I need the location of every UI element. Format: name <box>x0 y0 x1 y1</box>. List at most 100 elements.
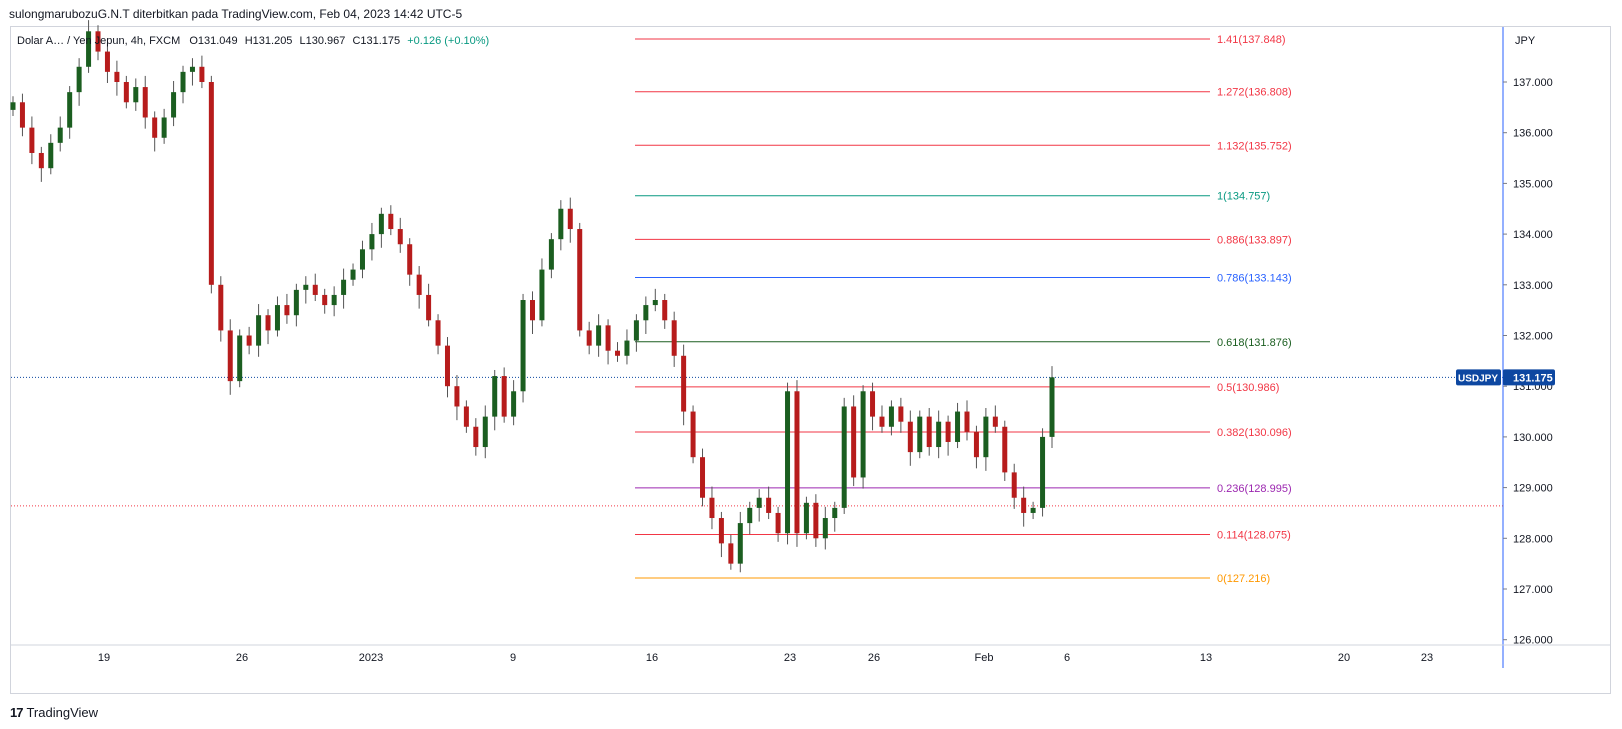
tradingview-logo-icon: 17 <box>10 705 24 720</box>
candle-body <box>624 340 630 356</box>
candle-body <box>586 330 592 346</box>
candle-body <box>350 269 356 280</box>
candle-body <box>803 502 809 534</box>
candle-body <box>256 315 262 346</box>
fib-level-label: 0(127.216) <box>1217 573 1270 585</box>
time-tick-label: 2023 <box>359 652 383 664</box>
candle-body <box>1011 472 1017 498</box>
candle-body <box>171 92 177 118</box>
candle-body <box>1021 497 1027 513</box>
candle-body <box>161 117 167 138</box>
candle-body <box>57 127 63 143</box>
candle-body <box>76 66 82 93</box>
last-price-tag <box>1503 369 1555 386</box>
fib-level-label: 0.5(130.986) <box>1217 382 1279 394</box>
fibonacci-levels: 1.41(137.848) 1.272(136.808) 1.132(135.752… <box>11 34 1503 585</box>
candle-body <box>662 300 668 321</box>
candle-body <box>973 431 979 458</box>
candle-body <box>737 523 743 564</box>
price-tick-label: 135.000 <box>1513 178 1553 190</box>
fib-level-label: 1.41(137.848) <box>1217 34 1286 46</box>
candle-body <box>766 497 772 513</box>
candle-body <box>10 102 16 110</box>
time-tick-label: 20 <box>1338 652 1350 664</box>
candle-body <box>189 66 195 72</box>
candle-body <box>274 305 280 331</box>
candle-body <box>388 213 394 230</box>
time-tick-label: 13 <box>1200 652 1212 664</box>
candle-body <box>633 320 639 341</box>
time-tick-label: 26 <box>868 652 880 664</box>
candle-body <box>237 335 243 382</box>
candle-body <box>359 249 365 270</box>
chart-frame[interactable] <box>10 26 1611 694</box>
candle-body <box>822 518 828 539</box>
price-tick-label: 136.000 <box>1513 128 1553 140</box>
candle-body <box>29 127 35 153</box>
candle-body <box>312 284 318 295</box>
candle-body <box>548 239 554 270</box>
price-axis: 137.000 136.000 135.000 134.000 133.000 132.0… <box>11 27 1610 668</box>
fib-level-label: 1.272(136.808) <box>1217 87 1292 99</box>
fib-level-label: 1(134.757) <box>1217 191 1270 203</box>
time-tick-label: 16 <box>646 652 658 664</box>
candle-body <box>690 411 696 458</box>
time-tick-label: 23 <box>784 652 796 664</box>
fib-level-label: 0.382(130.096) <box>1217 427 1292 439</box>
fib-level-label: 0.114(128.075) <box>1217 529 1291 541</box>
candle-body <box>511 391 517 417</box>
candle-body <box>133 87 139 103</box>
candle-body <box>671 320 677 356</box>
candles <box>10 20 1055 573</box>
legend: Dolar A… / Yen Jepun, 4h, FXCM O131.049 … <box>17 35 489 47</box>
price-tick-label: 132.000 <box>1513 331 1553 343</box>
candle-body <box>936 421 942 448</box>
candle-body <box>955 411 961 442</box>
footer-brand: TradingView <box>26 705 99 720</box>
candle-body <box>907 421 913 453</box>
price-tick-label: 134.000 <box>1513 229 1553 241</box>
candle-body <box>652 300 658 306</box>
candle-body <box>331 294 337 306</box>
price-tick-label: 133.000 <box>1513 280 1553 292</box>
candle-body <box>681 355 687 412</box>
candle-body <box>756 497 762 508</box>
candle-body <box>775 512 781 534</box>
time-tick-label: 23 <box>1421 652 1433 664</box>
price-tick-label: 127.000 <box>1513 584 1553 596</box>
candle-body <box>463 406 469 427</box>
candle-body <box>265 315 271 331</box>
fib-level-label: 0.618(131.876) <box>1217 337 1292 349</box>
candle-body <box>38 152 44 169</box>
candle-body <box>870 391 876 417</box>
candle-body <box>851 406 857 478</box>
legend-close: C131.175 <box>352 35 400 47</box>
time-tick-label: 9 <box>510 652 516 664</box>
candle-body <box>747 507 753 524</box>
price-tick-label: 137.000 <box>1513 77 1553 89</box>
candle-body <box>284 305 290 316</box>
candle-body <box>454 386 460 407</box>
candle-body <box>246 335 252 346</box>
time-tick-label: Feb <box>975 652 994 664</box>
candle-body <box>888 406 894 427</box>
fib-level-label: 1.132(135.752) <box>1217 140 1292 152</box>
candle-body <box>1002 426 1008 473</box>
candle-body <box>199 66 205 82</box>
candle-body <box>67 92 73 128</box>
footer: 17 TradingView <box>10 705 98 720</box>
price-tick-label: 126.000 <box>1513 635 1553 647</box>
candle-body <box>48 142 54 169</box>
candle-body <box>492 376 498 417</box>
last-price-label: 131.175 <box>1513 372 1553 384</box>
candle-body <box>227 330 233 382</box>
candle-body <box>926 416 932 448</box>
candle-body <box>605 325 611 351</box>
candle-body <box>473 426 479 448</box>
candle-body <box>558 208 564 240</box>
candle-body <box>794 391 800 534</box>
candle-body <box>123 82 129 103</box>
candle-body <box>964 411 970 432</box>
candle-body <box>293 289 299 316</box>
